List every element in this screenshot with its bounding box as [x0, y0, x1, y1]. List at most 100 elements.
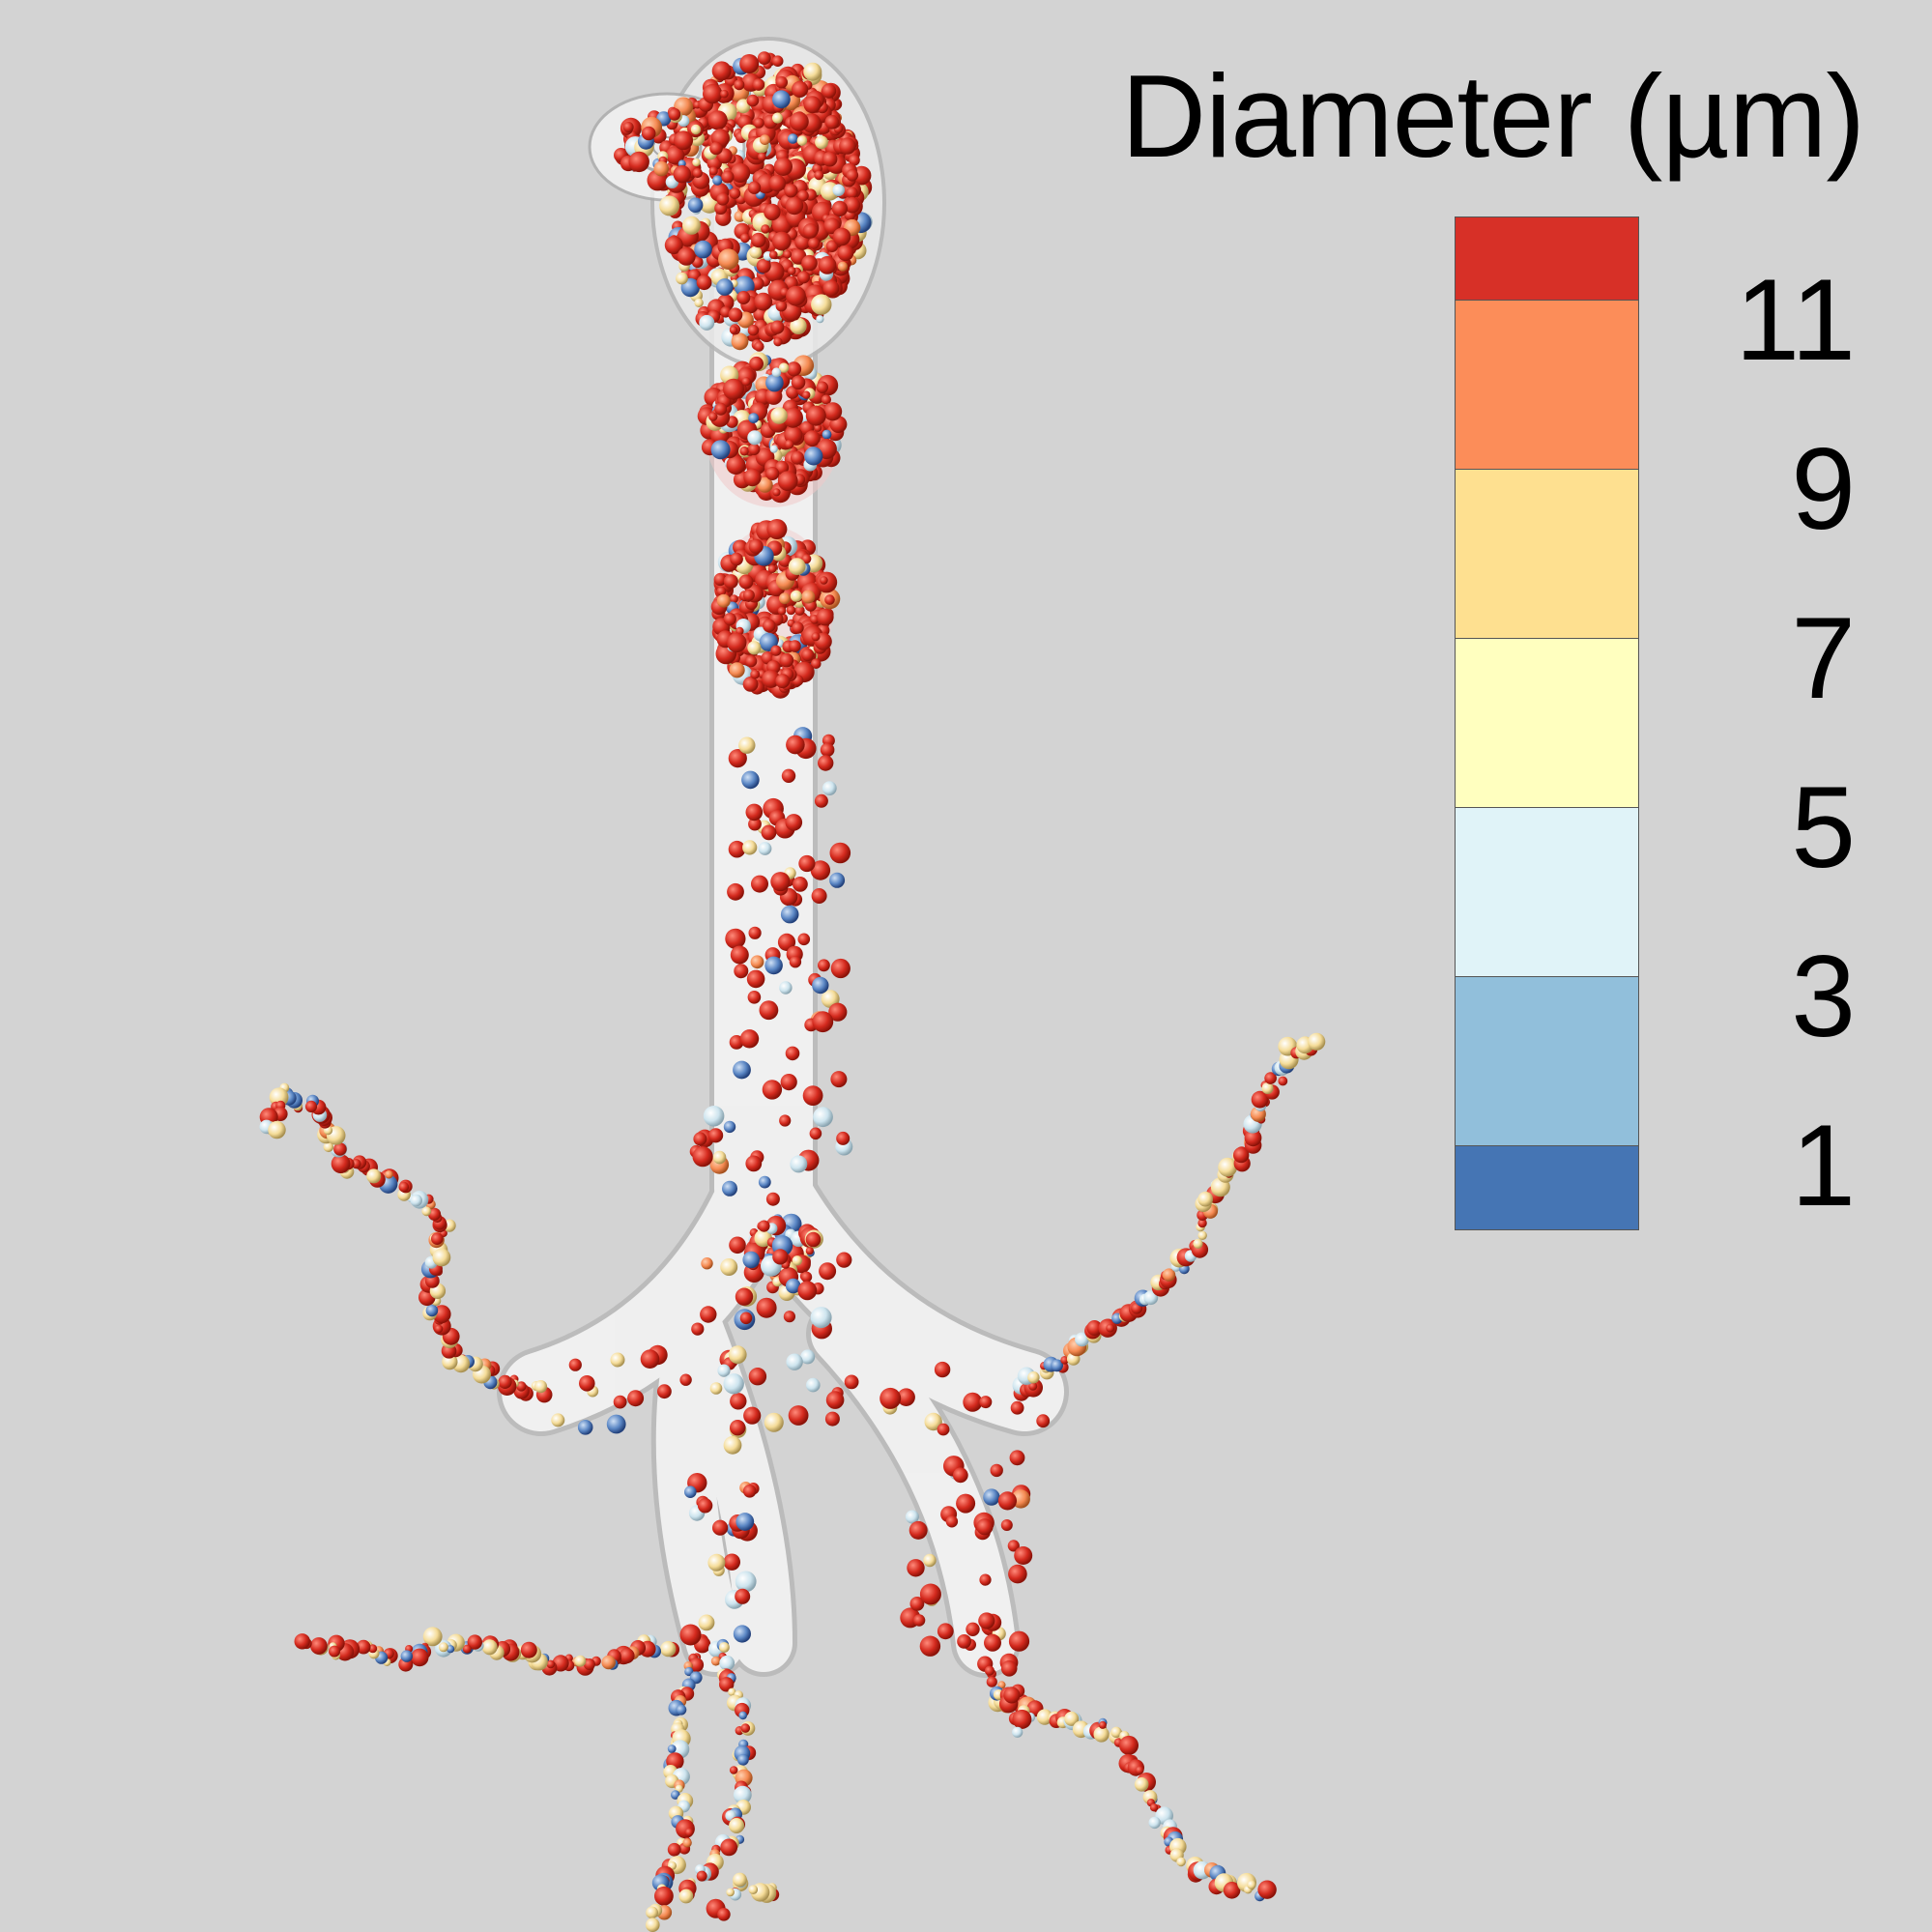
deposited-particle — [748, 817, 762, 831]
deposited-particle — [735, 1513, 755, 1531]
bronchiole-particle — [1106, 1323, 1115, 1333]
deposited-particle — [777, 471, 798, 491]
deposited-particle — [723, 1553, 740, 1571]
bronchiole-particle — [646, 1918, 660, 1932]
deposited-particle — [820, 576, 828, 585]
deposited-particle — [777, 933, 796, 952]
deposited-particle — [747, 991, 762, 1004]
deposited-particle — [640, 1349, 660, 1369]
bronchiole-particle — [1149, 1803, 1159, 1812]
deposited-particle — [684, 1485, 697, 1498]
deposited-particle — [768, 174, 786, 192]
deposited-particle — [775, 674, 791, 689]
bronchiole-particle — [447, 1645, 455, 1654]
deposited-particle — [762, 670, 780, 688]
deposited-particle — [990, 1463, 1003, 1478]
deposited-particle — [735, 99, 751, 114]
deposited-particle — [568, 1358, 582, 1371]
deposited-particle — [937, 1623, 954, 1640]
deposited-particle — [714, 402, 728, 416]
deposited-particle — [813, 1107, 833, 1128]
deposited-particle — [729, 326, 738, 334]
deposited-particle — [797, 1281, 818, 1301]
deposited-particle — [811, 658, 822, 669]
deposited-particle — [730, 1420, 746, 1436]
deposited-particle — [729, 594, 738, 604]
deposited-particle — [770, 407, 788, 424]
deposited-particle — [792, 1255, 802, 1266]
deposited-particle — [641, 126, 656, 141]
deposited-particle — [798, 854, 816, 873]
deposited-particle — [805, 1247, 814, 1255]
bronchiole-particle — [520, 1641, 537, 1658]
bronchiole-particle — [689, 1658, 705, 1673]
bronchiole-particle — [720, 1838, 738, 1857]
bronchiole-particle — [667, 1745, 677, 1753]
deposited-particle — [1014, 1546, 1033, 1565]
deposited-particle — [694, 298, 704, 307]
deposited-particle — [739, 446, 749, 456]
deposited-particle — [828, 1002, 848, 1022]
colorbar-swatch — [1456, 301, 1638, 470]
deposited-particle — [700, 1306, 717, 1323]
deposited-particle — [693, 1132, 707, 1146]
deposited-particle — [762, 1080, 783, 1100]
deposited-particle — [937, 1423, 950, 1436]
bronchiole-particle — [733, 1872, 747, 1888]
deposited-particle — [723, 378, 744, 400]
deposited-particle — [829, 842, 851, 864]
deposited-particle — [800, 1271, 813, 1283]
colorbar-swatch — [1456, 977, 1638, 1146]
deposited-particle — [805, 1231, 822, 1248]
deposited-particle — [728, 307, 743, 323]
deposited-particle — [723, 1373, 744, 1395]
deposited-particle — [745, 1155, 763, 1172]
deposited-particle — [692, 158, 701, 167]
deposited-particle — [696, 274, 712, 291]
deposited-particle — [836, 1252, 852, 1268]
deposited-particle — [716, 278, 734, 296]
bronchiole-particle — [385, 1169, 393, 1179]
deposited-particle — [786, 605, 796, 616]
deposited-particle — [746, 969, 765, 989]
deposited-particle — [919, 1635, 941, 1657]
deposited-particle — [610, 1352, 625, 1368]
deposited-particle — [750, 669, 761, 679]
deposited-particle — [957, 1634, 971, 1649]
deposited-particle — [692, 1146, 713, 1168]
deposited-particle — [778, 362, 790, 373]
bronchiole-particle — [438, 1642, 448, 1653]
deposited-particle — [606, 1414, 626, 1434]
deposited-particle — [790, 317, 807, 334]
deposited-particle — [738, 736, 756, 754]
deposited-particle — [723, 574, 738, 590]
deposited-particle — [748, 413, 760, 423]
deposited-particle — [779, 981, 793, 995]
deposited-particle — [792, 80, 809, 98]
bronchiole-particle — [481, 1639, 498, 1656]
deposited-particle — [764, 956, 783, 975]
deposited-particle — [709, 1382, 723, 1395]
deposited-particle — [786, 285, 806, 306]
bronchiole-particle — [462, 1644, 472, 1654]
deposited-particle — [579, 1375, 595, 1392]
bronchiole-particle — [329, 1645, 340, 1658]
deposited-particle — [791, 375, 806, 390]
deposited-particle — [628, 151, 649, 173]
deposited-particle — [789, 111, 809, 131]
deposited-particle — [824, 594, 835, 605]
deposited-particle — [1003, 1687, 1021, 1704]
deposited-particle — [812, 1011, 834, 1033]
deposited-particle — [734, 211, 746, 222]
deposited-particle — [839, 137, 856, 155]
bronchiole-particle — [310, 1637, 328, 1655]
bronchiole-particle — [533, 1380, 548, 1394]
deposited-particle — [761, 224, 770, 234]
deposited-particle — [788, 133, 798, 144]
deposited-particle — [1009, 1450, 1025, 1466]
bronchiole-particle — [1075, 1332, 1089, 1347]
deposited-particle — [682, 216, 701, 235]
deposited-particle — [788, 1405, 809, 1426]
deposited-particle — [703, 83, 723, 104]
